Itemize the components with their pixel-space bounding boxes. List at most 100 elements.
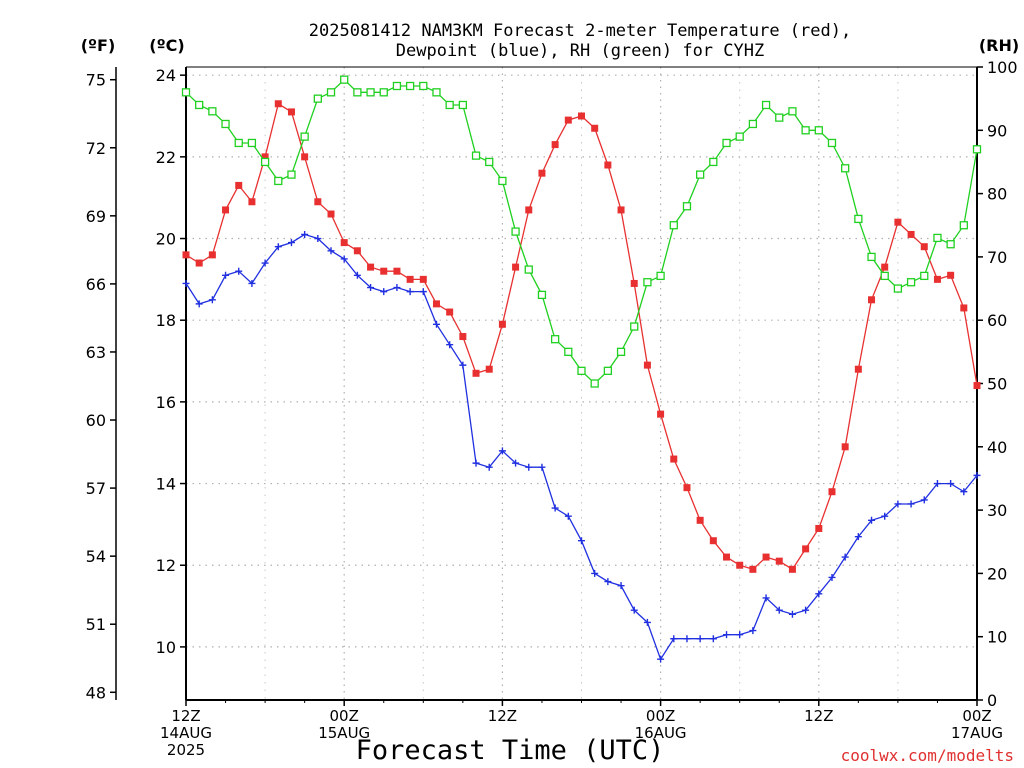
temperature-point — [788, 565, 796, 573]
temperature-point — [472, 369, 480, 377]
celsius-unit-label: (ºC) — [149, 36, 184, 55]
rh-unit-label: (RH) — [979, 36, 1019, 55]
temperature-point — [512, 263, 520, 271]
celsius-tick-label: 16 — [156, 393, 176, 412]
fahrenheit-tick-label: 69 — [86, 207, 106, 226]
dewpoint-point — [920, 496, 928, 504]
dewpoint-point — [314, 235, 322, 243]
rh-point — [775, 113, 784, 122]
rh-point — [616, 347, 626, 357]
rh-point — [392, 81, 402, 91]
dewpoint-point — [788, 610, 796, 618]
rh-tick-label: 40 — [987, 438, 1007, 457]
rh-tick-label: 10 — [987, 628, 1007, 647]
credit-text: coolwx.com/modelts — [841, 746, 1014, 765]
dewpoint-point — [287, 239, 295, 247]
dewpoint-point — [578, 537, 585, 545]
dewpoint-point — [274, 243, 282, 251]
rh-tick-label: 60 — [987, 311, 1007, 330]
dewpoint-point — [960, 488, 968, 496]
dewpoint-point — [498, 447, 506, 455]
temperature-point — [630, 279, 638, 287]
temperature-point — [485, 365, 493, 373]
x-tick-label: 15AUG — [318, 724, 370, 742]
dewpoint-point — [749, 627, 757, 635]
celsius-tick-label: 24 — [156, 66, 176, 85]
dewpoint-point — [643, 618, 651, 626]
temperature-point — [380, 267, 388, 275]
rh-point — [893, 284, 903, 293]
dewpoint-point — [736, 631, 744, 639]
temperature-point — [274, 100, 282, 108]
dewpoint-point — [419, 288, 427, 296]
fahrenheit-tick-label: 75 — [86, 71, 106, 90]
rh-point — [287, 170, 296, 179]
dewpoint-point — [208, 296, 216, 304]
x-tick-label: 00Z — [330, 707, 359, 725]
temperature-point — [775, 557, 783, 565]
celsius-tick-label: 10 — [156, 638, 176, 657]
rh-point — [221, 119, 230, 129]
rh-point — [247, 138, 257, 148]
dewpoint-point — [564, 512, 572, 520]
temperature-point — [907, 230, 915, 238]
rh-point — [274, 176, 283, 186]
temperature-point — [446, 308, 454, 316]
temperature-point — [815, 524, 823, 532]
rh-point — [577, 366, 586, 375]
temperature-point — [736, 561, 744, 569]
temperature-point — [947, 271, 955, 279]
rh-point — [946, 240, 955, 249]
dewpoint-point — [683, 635, 691, 643]
temperature-point — [960, 304, 968, 312]
rh-point — [748, 119, 758, 129]
rh-point — [933, 233, 942, 243]
rh-tick-label: 0 — [987, 691, 997, 710]
dewpoint-point — [709, 635, 717, 643]
x-axis-title: Forecast Time (UTC) — [356, 735, 665, 766]
dewpoint-point — [248, 279, 256, 287]
dewpoint-point — [881, 512, 889, 520]
rh-point — [340, 75, 349, 84]
tick-labels: 48 51 54 57 60 63 66 69 72 75 10 12 14 16 18 20 22 24 0 10 2… — [86, 58, 1018, 759]
temperature-point — [749, 565, 757, 573]
rh-point — [471, 151, 481, 160]
dewpoint-point — [432, 320, 440, 328]
rh-point — [920, 271, 929, 281]
rh-point — [696, 170, 705, 179]
temperature-point — [261, 153, 269, 161]
dewpoint-point — [406, 288, 414, 296]
temperature-point — [248, 198, 256, 206]
temperature-point — [723, 553, 731, 561]
temperature-point — [670, 455, 678, 463]
rh-point — [405, 81, 415, 91]
dewpoint-point — [933, 480, 941, 488]
rh-point — [814, 126, 823, 135]
celsius-tick-label: 12 — [156, 556, 176, 575]
rh-point — [841, 164, 850, 173]
rh-point — [313, 94, 322, 103]
dewpoint-point — [512, 459, 520, 467]
x-tick-label: 12Z — [171, 707, 200, 725]
rh-tick-label: 90 — [987, 121, 1007, 140]
x-tick-label: 2025 — [167, 741, 205, 759]
dewpoint-point — [301, 230, 309, 238]
rh-point — [669, 221, 678, 230]
rh-point — [524, 265, 533, 274]
rh-tick-label: 50 — [987, 375, 1007, 394]
dewpoint-point — [828, 573, 836, 581]
temperature-point — [868, 296, 876, 304]
series-layer — [181, 75, 982, 663]
series-temperature — [182, 100, 981, 573]
celsius-tick-label: 14 — [156, 475, 176, 494]
dewpoint-point — [235, 267, 243, 275]
fahrenheit-tick-label: 54 — [86, 547, 106, 566]
temperature-point — [525, 206, 533, 214]
rh-point — [379, 88, 388, 97]
temperature-point — [696, 516, 704, 524]
temperature-point — [432, 300, 440, 308]
rh-point — [300, 132, 309, 141]
rh-point — [722, 138, 731, 148]
temperature-point — [498, 320, 506, 328]
